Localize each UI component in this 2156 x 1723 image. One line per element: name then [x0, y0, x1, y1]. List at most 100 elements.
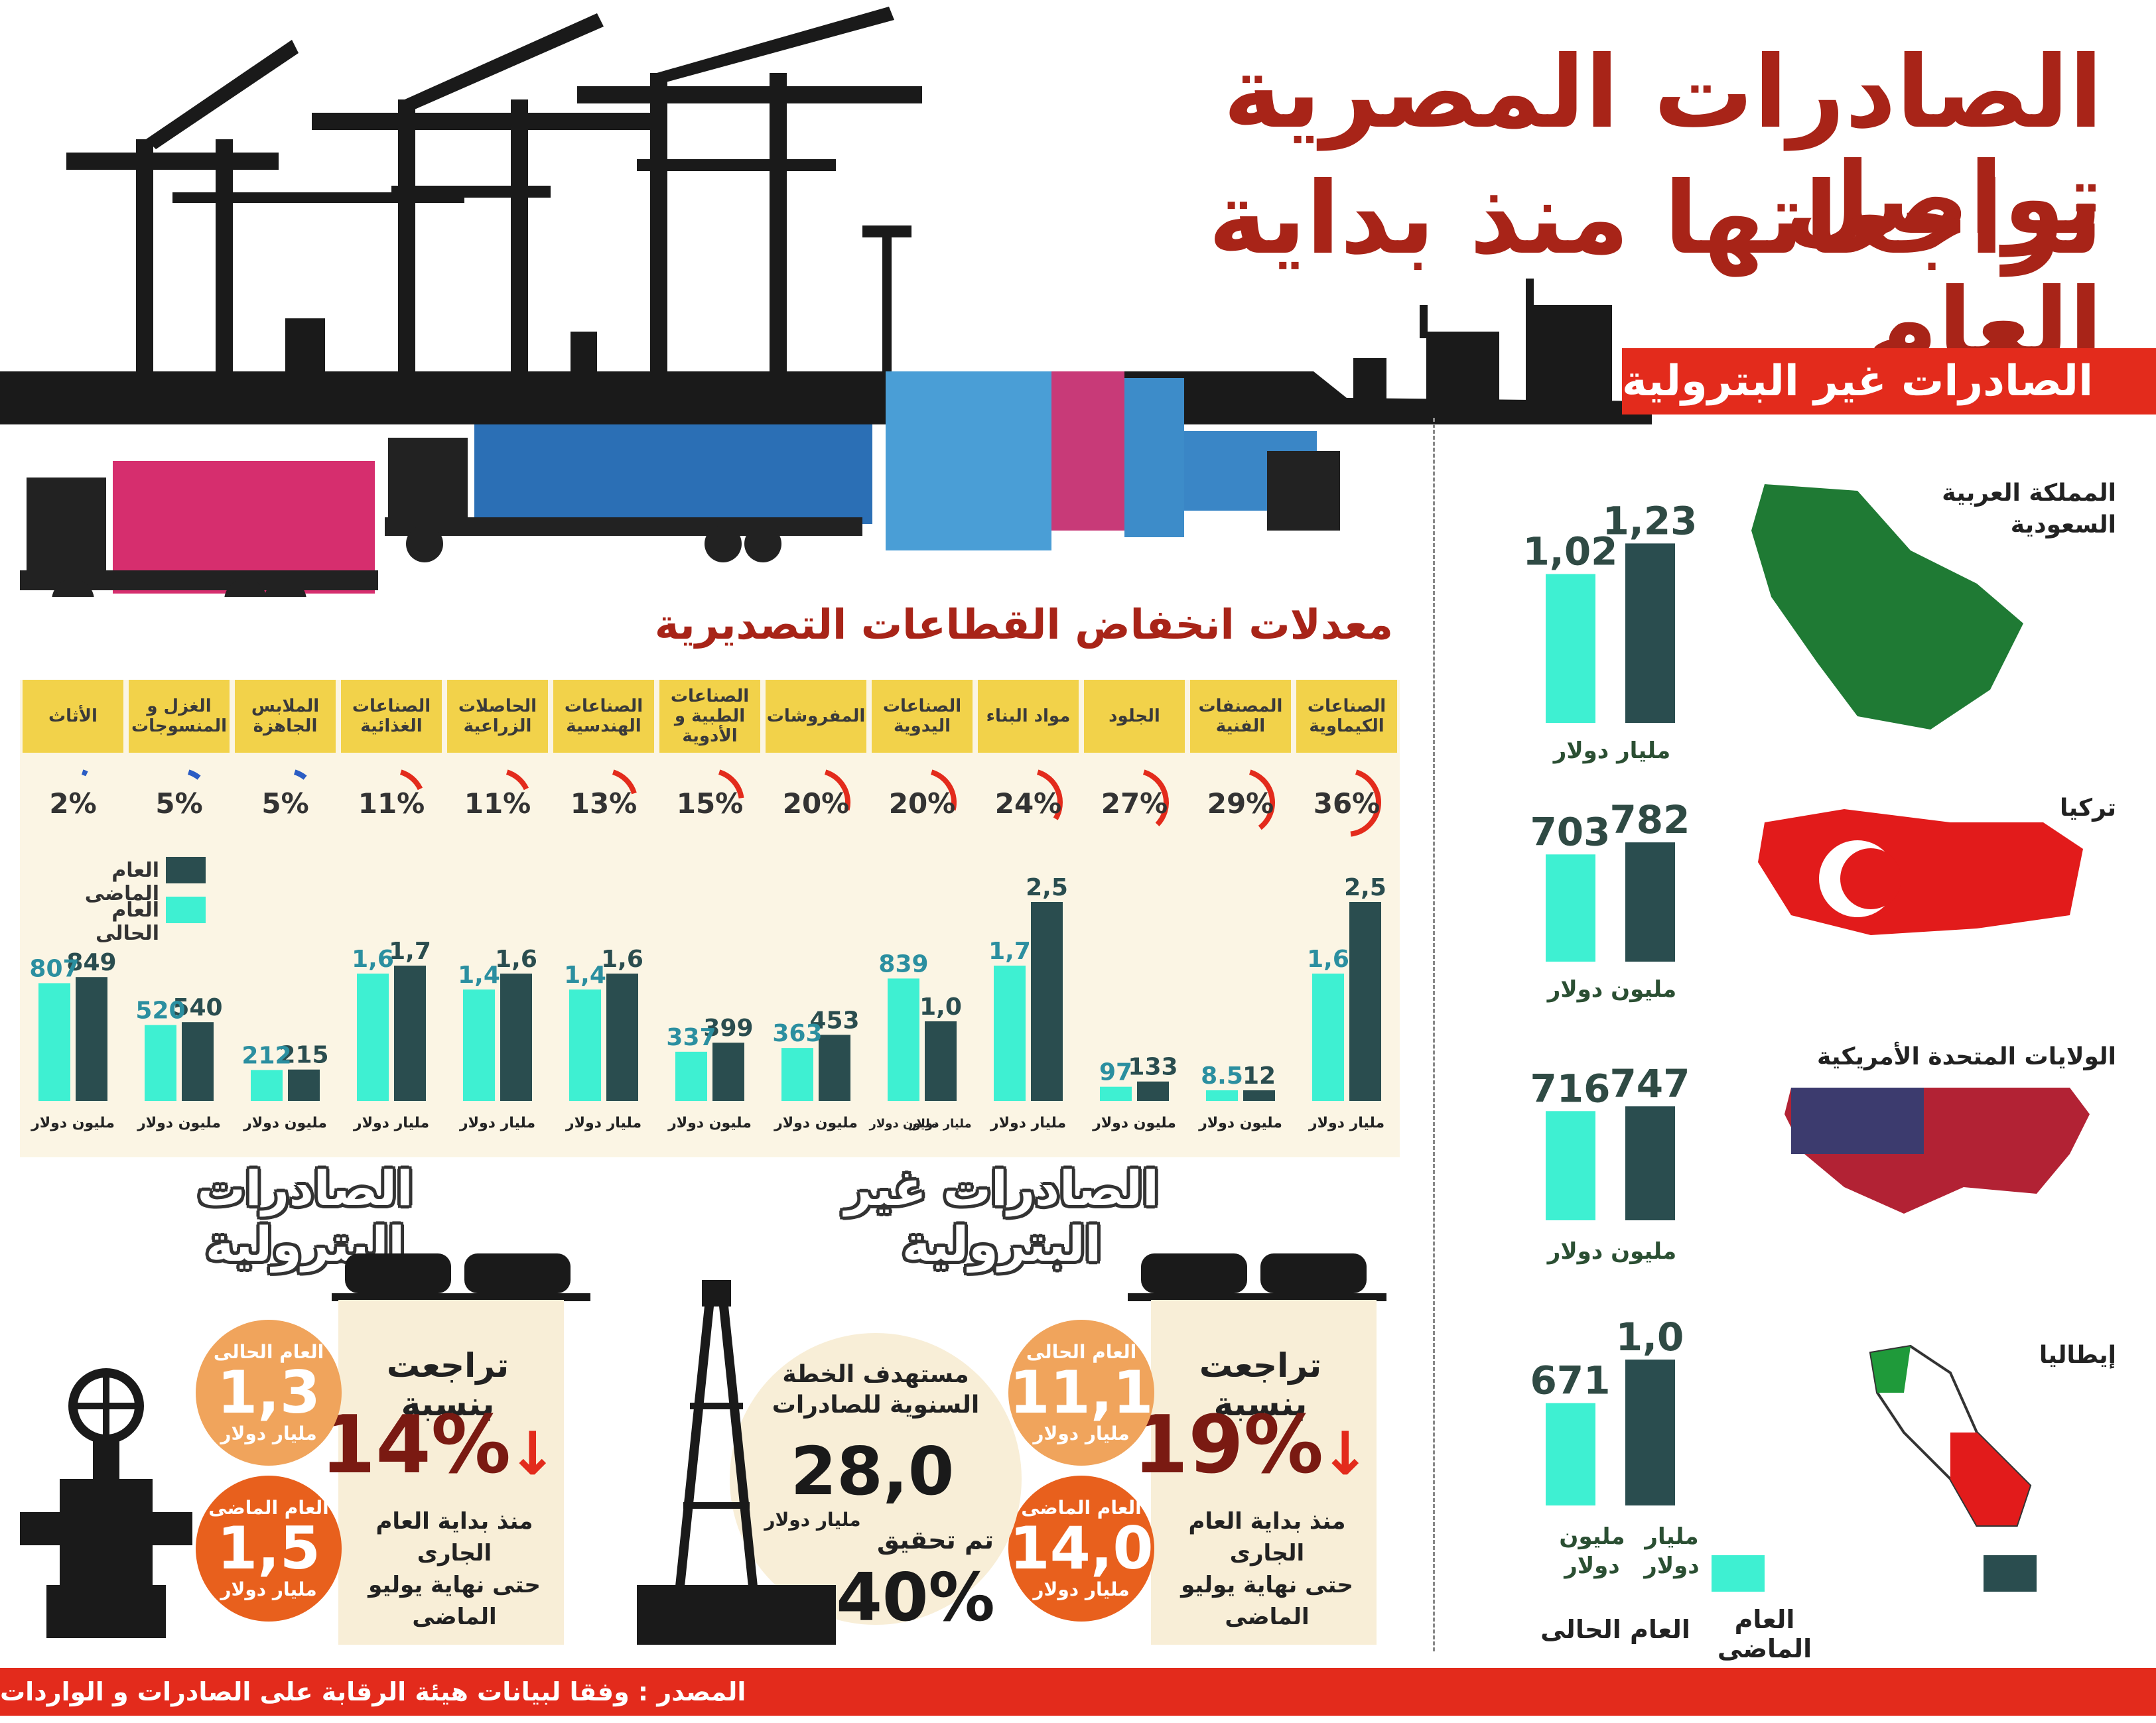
country-bar-current: [1546, 1403, 1595, 1505]
truck-blue-icon: [385, 424, 872, 562]
target-title-line: مستهدف الخطة: [782, 1361, 969, 1388]
pct-label: 27%: [1101, 787, 1168, 820]
bar-current: [38, 983, 70, 1101]
pct-arc: [1036, 769, 1063, 820]
bar-current-label: 8.5: [1201, 1062, 1243, 1090]
bar-current: [994, 966, 1026, 1101]
pct-arc: [824, 769, 850, 811]
bar-unit-label: مليار دولار: [353, 1115, 429, 1131]
bar-current: [1100, 1086, 1132, 1101]
since-line: الماضى: [1225, 1604, 1310, 1630]
bar-previous: [76, 977, 107, 1101]
bar-previous: [182, 1022, 214, 1101]
bar-previous: [288, 1069, 320, 1101]
countries-legend-current: العام الحالى: [1540, 1615, 1690, 1644]
bar-current: [781, 1048, 813, 1101]
pct-label: 13%: [571, 787, 638, 820]
country-bar-current: [1546, 1111, 1595, 1220]
legend-current-swatch: [1712, 1555, 1765, 1592]
country-bar-previous: [1625, 1106, 1675, 1220]
bar-unit-label: مليون دولار: [1198, 1115, 1282, 1131]
circle-value: 1,3: [217, 1358, 320, 1427]
pct-label: 20%: [889, 787, 956, 820]
oil-rig-icon: [637, 1280, 836, 1645]
bar-current-label: 520: [135, 997, 185, 1025]
bar-previous: [1349, 902, 1381, 1101]
sectors-panel-bg: [20, 680, 1400, 1157]
sector-header-cell: الغزل و المنسوجات: [129, 680, 230, 753]
bar-current-label: 212: [241, 1042, 291, 1069]
target-value: 28,0: [790, 1433, 955, 1510]
bar-unit-label: مليون دولار: [1092, 1115, 1176, 1131]
since-line: حتى نهاية يوليو: [368, 1572, 541, 1598]
bar-current-label: 1,4: [458, 962, 500, 989]
sector-header-cell: الصناعات الكيماوية: [1296, 680, 1397, 753]
bar-current: [1312, 974, 1344, 1101]
pct-arc: [1142, 769, 1169, 827]
sector-header-cell: الحاصلات الزراعية: [447, 680, 548, 753]
bar-previous: [1031, 902, 1063, 1101]
country-bar-previous: [1625, 543, 1675, 723]
bar-previous: [925, 1021, 957, 1101]
achieved-value: 40%: [836, 1559, 995, 1636]
country-unit-saudi: مليار دولار: [1553, 737, 1671, 764]
countries-legend-previous: العام الماضى: [1717, 1605, 1812, 1663]
pct-arc: [1248, 769, 1275, 830]
pct-label: 11%: [358, 787, 425, 820]
bar-previous: [500, 974, 532, 1101]
since-line: الماضى: [412, 1604, 497, 1630]
bar-previous-label: 849: [66, 949, 116, 976]
circle-value: 11,1: [1009, 1358, 1154, 1427]
bar-current: [569, 989, 601, 1101]
non-petroleum-since: منذ بداية العام الجارى حتى نهاية يوليو ا…: [1168, 1505, 1367, 1633]
country-bar-current-label: 716: [1530, 1066, 1610, 1111]
pct-arc: [187, 769, 201, 780]
pct-arc: [1350, 769, 1381, 837]
pct-label: 5%: [261, 787, 308, 820]
page-title-line1: الصادرات المصرية تواصل: [1223, 35, 2103, 257]
bar-current-label: 1,6: [1307, 946, 1349, 973]
legend-previous-swatch: [1984, 1555, 2037, 1592]
target-title-line: السنوية للصادرات: [772, 1391, 980, 1419]
bar-previous: [1137, 1081, 1169, 1101]
country-name-italy: إيطاليا: [2039, 1342, 2116, 1369]
petroleum-decline-title: تراجعت بنسبة: [386, 1346, 509, 1423]
pct-label: 2%: [49, 787, 96, 820]
bar-current: [888, 978, 919, 1101]
port-illustration: [0, 7, 1652, 597]
pct-arc: [399, 769, 423, 791]
sector-header-cell: مواد البناء: [978, 680, 1079, 753]
sector-header-cell: الملابس الجاهزة: [235, 680, 336, 753]
bar-previous-label: 215: [279, 1042, 328, 1069]
country-unit-italy-current: مليون دولار: [1559, 1523, 1625, 1579]
factory-icon: [1353, 279, 1612, 405]
bar-previous: [712, 1043, 744, 1101]
country-bar-current: [1546, 574, 1595, 723]
down-arrow-icon: ↓: [1320, 1419, 1371, 1489]
bar-current: [251, 1070, 283, 1101]
country-bar-previous-label: 782: [1609, 797, 1690, 842]
bar-previous-label: 2,5: [1026, 874, 1068, 901]
pct-arc: [505, 769, 529, 791]
pct-arc: [930, 769, 957, 811]
country-unit-usa: مليون دولار: [1547, 1238, 1677, 1265]
bar-previous-label: 1,7: [389, 938, 431, 965]
bar-current: [1206, 1090, 1238, 1101]
bar-unit-label: مليون دولار: [137, 1115, 221, 1131]
countries-header: الصادرات غير البترولية: [1622, 348, 2156, 415]
country-name-saudi: المملكة العربية السعودية: [1942, 479, 2116, 539]
bar-current-label: 1,7: [988, 938, 1031, 965]
petroleum-current-circle: العام الحالى 1,3 مليار دولار: [196, 1320, 342, 1466]
source-band: المصدر : وفقا لبيانات هيئة الرقابة على ا…: [0, 1668, 2156, 1716]
non-petroleum-current-circle: العام الحالى 11,1 مليار دولار: [1008, 1320, 1154, 1466]
bar-current: [675, 1051, 707, 1101]
sector-header-cell: المصنفات الفنية: [1190, 680, 1291, 753]
country-bar-current-label: 671: [1530, 1358, 1610, 1403]
target-circle: [730, 1333, 1022, 1625]
crane-icon: [66, 7, 922, 371]
bar-current: [463, 989, 495, 1101]
non-petroleum-decline-card: [1151, 1300, 1377, 1645]
circle-unit: مليار دولار: [220, 1423, 317, 1444]
sectors-title: معدلات انخفاض القطاعات التصديرية: [654, 600, 1393, 649]
bar-current: [357, 974, 389, 1101]
